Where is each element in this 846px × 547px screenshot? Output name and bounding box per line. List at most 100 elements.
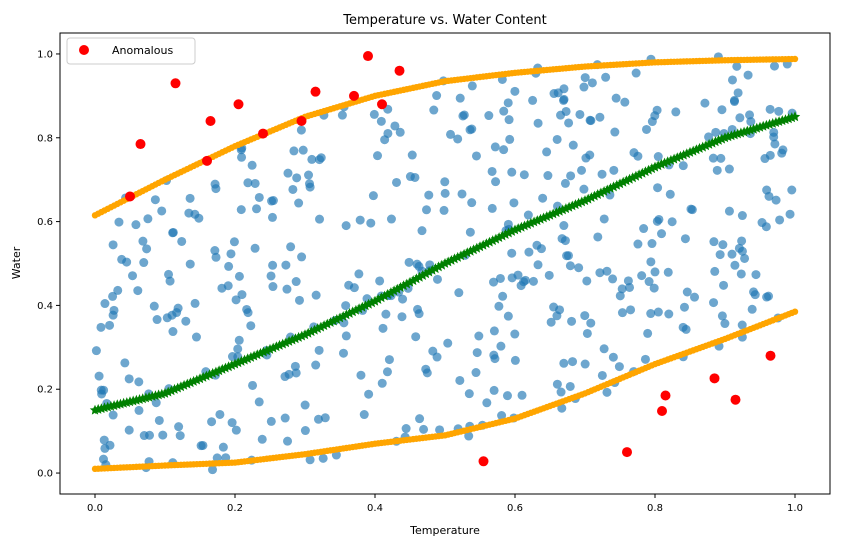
- trend-curve: [89, 111, 801, 415]
- scatter-point: [300, 400, 310, 410]
- trend-star-marker: [471, 242, 482, 253]
- trend-star-marker: [353, 303, 365, 314]
- scatter-point: [582, 276, 592, 286]
- scatter-point: [311, 290, 321, 300]
- trend-star-marker: [777, 115, 788, 126]
- scatter-point: [644, 277, 654, 287]
- scatter-point: [567, 316, 577, 326]
- scatter-point: [503, 98, 513, 108]
- scatter-point: [559, 94, 569, 104]
- scatter-point: [266, 271, 276, 281]
- scatter-point: [729, 95, 739, 105]
- scatter-point: [247, 160, 257, 170]
- trend-star-marker: [618, 176, 629, 187]
- trend-star-marker: [681, 148, 692, 159]
- scatter-point: [341, 221, 351, 231]
- scatter-point: [513, 270, 523, 280]
- scatter-point: [465, 227, 475, 237]
- scatter-point: [490, 354, 500, 364]
- scatter-point: [157, 206, 167, 216]
- anomalous-point: [258, 128, 268, 139]
- scatter-point: [381, 309, 391, 319]
- trend-star-marker: [449, 253, 460, 264]
- scatter-point: [149, 301, 159, 311]
- scatter-point: [625, 282, 635, 292]
- scatter-point: [615, 291, 625, 301]
- anomalous-point: [660, 390, 671, 401]
- scatter-point: [341, 331, 351, 341]
- scatter-point: [775, 215, 785, 225]
- scatter-point: [177, 236, 187, 246]
- trend-star-marker: [296, 330, 307, 341]
- trend-star-marker: [255, 347, 266, 358]
- trend-star-marker: [659, 157, 670, 168]
- scatter-point: [164, 269, 174, 279]
- trend-star-marker: [166, 385, 177, 396]
- y-tick-label: 0.0: [37, 469, 53, 480]
- trend-star-marker: [182, 378, 193, 389]
- trend-star-marker: [283, 335, 295, 346]
- scatter-point: [617, 308, 627, 318]
- scatter-point: [471, 368, 481, 378]
- scatter-point: [281, 260, 291, 270]
- trend-star-marker: [443, 256, 454, 267]
- scatter-point: [654, 214, 664, 224]
- scatter-point: [642, 124, 652, 134]
- scatter-point: [196, 441, 206, 451]
- scatter-point: [242, 304, 252, 314]
- scatter-point: [708, 153, 718, 163]
- trend-star-marker: [535, 213, 546, 224]
- trend-star-marker: [487, 235, 498, 246]
- scatter-point: [577, 165, 587, 175]
- trend-star-marker: [754, 121, 766, 132]
- trend-star-marker: [258, 346, 269, 357]
- scatter-point: [94, 371, 104, 381]
- trend-star-marker: [318, 320, 330, 331]
- x-tick-label: 0.8: [647, 503, 663, 514]
- x-tick-label: 0.4: [367, 503, 383, 514]
- trend-star-marker: [621, 175, 632, 186]
- scatter-point: [710, 266, 720, 276]
- scatter-point: [552, 311, 562, 321]
- scatter-point: [556, 387, 566, 397]
- scatter-point: [415, 414, 425, 424]
- scatter-point: [109, 305, 119, 315]
- scatter-point: [254, 192, 264, 202]
- scatter-point: [454, 288, 464, 298]
- trend-star-marker: [688, 145, 699, 156]
- scatter-point: [633, 239, 643, 249]
- trend-star-marker: [328, 315, 339, 326]
- scatter-point: [145, 430, 155, 440]
- scatter-point: [248, 380, 258, 390]
- y-tick-label: 0.4: [37, 301, 53, 312]
- scatter-point: [291, 277, 301, 287]
- scatter-point: [315, 214, 325, 224]
- trend-star-marker: [735, 127, 747, 138]
- scatter-point: [108, 410, 118, 420]
- scatter-point: [667, 217, 677, 227]
- scatter-point: [499, 145, 509, 155]
- scatter-point: [298, 145, 308, 155]
- scatter-point: [597, 370, 607, 380]
- scatter-point: [411, 332, 421, 342]
- scatter-point: [495, 273, 505, 283]
- scatter-point: [639, 224, 649, 234]
- scatter-point: [633, 151, 643, 161]
- scatter-point: [292, 173, 302, 183]
- scatter-point: [283, 168, 293, 178]
- scatter-point: [443, 338, 453, 348]
- scatter-point: [734, 243, 744, 253]
- scatter-point: [282, 284, 292, 294]
- trend-star-marker: [248, 350, 260, 361]
- trend-star-marker: [446, 255, 457, 265]
- trend-star-marker: [163, 386, 174, 397]
- scatter-point: [586, 116, 596, 126]
- trend-star-marker: [729, 129, 740, 140]
- trend-star-marker: [252, 349, 263, 360]
- scatter-point: [432, 274, 442, 284]
- trend-star-marker: [653, 160, 664, 171]
- trend-star-marker: [637, 167, 648, 178]
- trend-star-marker: [605, 182, 616, 193]
- scatter-point: [503, 311, 513, 321]
- trend-star-marker: [589, 190, 600, 201]
